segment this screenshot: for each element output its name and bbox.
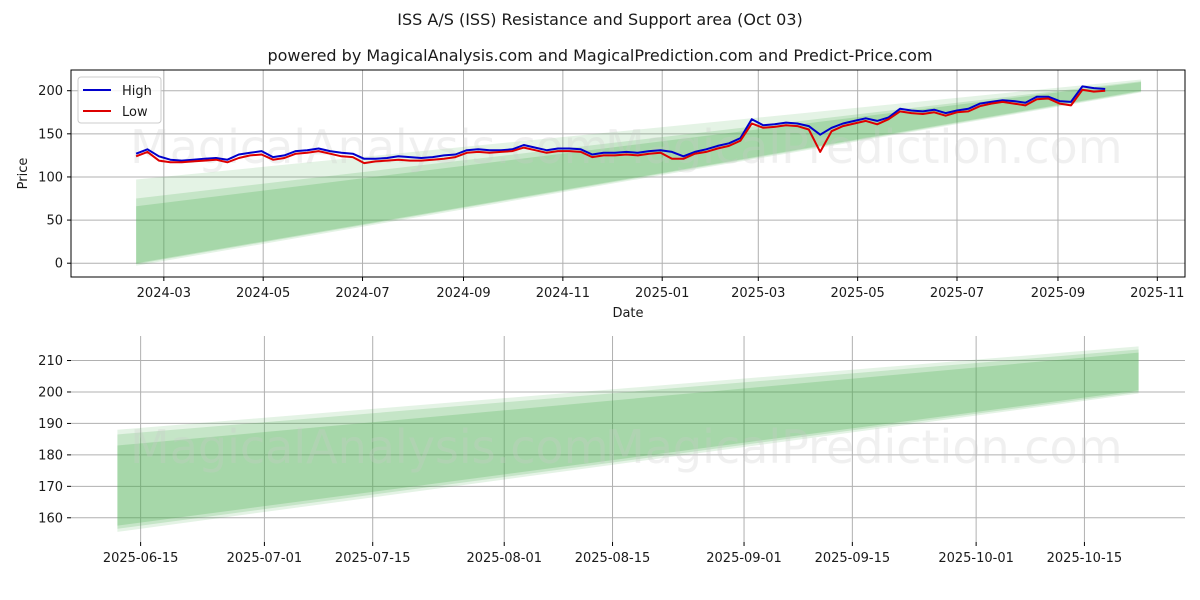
x-tick-label: 2025-07-01	[227, 551, 303, 566]
x-tick-label: 2024-05	[236, 286, 290, 301]
y-tick-label: 170	[38, 480, 63, 495]
support-resistance-band-inner	[117, 352, 1139, 526]
x-tick-label: 2025-07-15	[335, 551, 411, 566]
x-tick-label: 2024-03	[137, 286, 191, 301]
x-tick-label: 2025-01	[635, 286, 689, 301]
x-tick-label: 2024-09	[436, 286, 490, 301]
y-tick-label: 190	[38, 417, 63, 432]
series-line-high	[135, 85, 1106, 162]
x-tick-label: 2024-11	[536, 286, 590, 301]
y-tick-label: 180	[38, 448, 63, 463]
series-line-low	[135, 88, 1106, 165]
x-tick-label: 2025-03	[731, 286, 785, 301]
x-tick-label: 2025-09	[1031, 286, 1085, 301]
y-tick-label: 150	[38, 127, 63, 142]
support-resistance-band-inner	[136, 82, 1142, 264]
x-tick-label: 2025-05	[830, 286, 884, 301]
x-tick-label: 2025-09-01	[706, 551, 782, 566]
x-tick-label: 2025-08-01	[466, 551, 542, 566]
watermark-text: MagicalPrediction.com	[605, 420, 1123, 474]
y-tick-label: 210	[38, 354, 63, 369]
support-resistance-band-middle	[117, 349, 1139, 529]
y-tick-label: 200	[38, 385, 63, 400]
watermark-text: MagicalAnalysis.com	[130, 420, 609, 474]
x-tick-label: 2025-09-15	[815, 551, 891, 566]
y-tick-label: 160	[38, 511, 63, 526]
support-resistance-band-outer	[117, 346, 1139, 532]
x-tick-label: 2025-11	[1130, 286, 1184, 301]
x-tick-label: 2025-08-15	[575, 551, 651, 566]
x-tick-label: 2025-07	[930, 286, 984, 301]
chart-title: ISS A/S (ISS) Resistance and Support are…	[397, 10, 803, 29]
x-tick-label: 2025-10-15	[1047, 551, 1123, 566]
y-tick-label: 100	[38, 170, 63, 185]
x-tick-label: 2025-06-15	[103, 551, 179, 566]
y-tick-label: 200	[38, 84, 63, 99]
support-resistance-band-middle	[136, 81, 1142, 265]
x-tick-label: 2025-10-01	[938, 551, 1014, 566]
legend-label-low: Low	[122, 105, 148, 120]
support-resistance-band-outer	[136, 79, 1142, 266]
y-axis-label: Price	[16, 158, 31, 190]
x-axis-label: Date	[612, 306, 643, 321]
x-tick-label: 2024-07	[335, 286, 389, 301]
watermark-text: MagicalPrediction.com	[605, 120, 1123, 174]
axes-frame	[70, 69, 1186, 278]
chart-subtitle: powered by MagicalAnalysis.com and Magic…	[267, 46, 933, 65]
y-tick-label: 0	[55, 257, 63, 272]
y-tick-label: 50	[46, 214, 63, 229]
legend-label-high: High	[122, 84, 152, 99]
legend: High Low	[77, 76, 162, 124]
